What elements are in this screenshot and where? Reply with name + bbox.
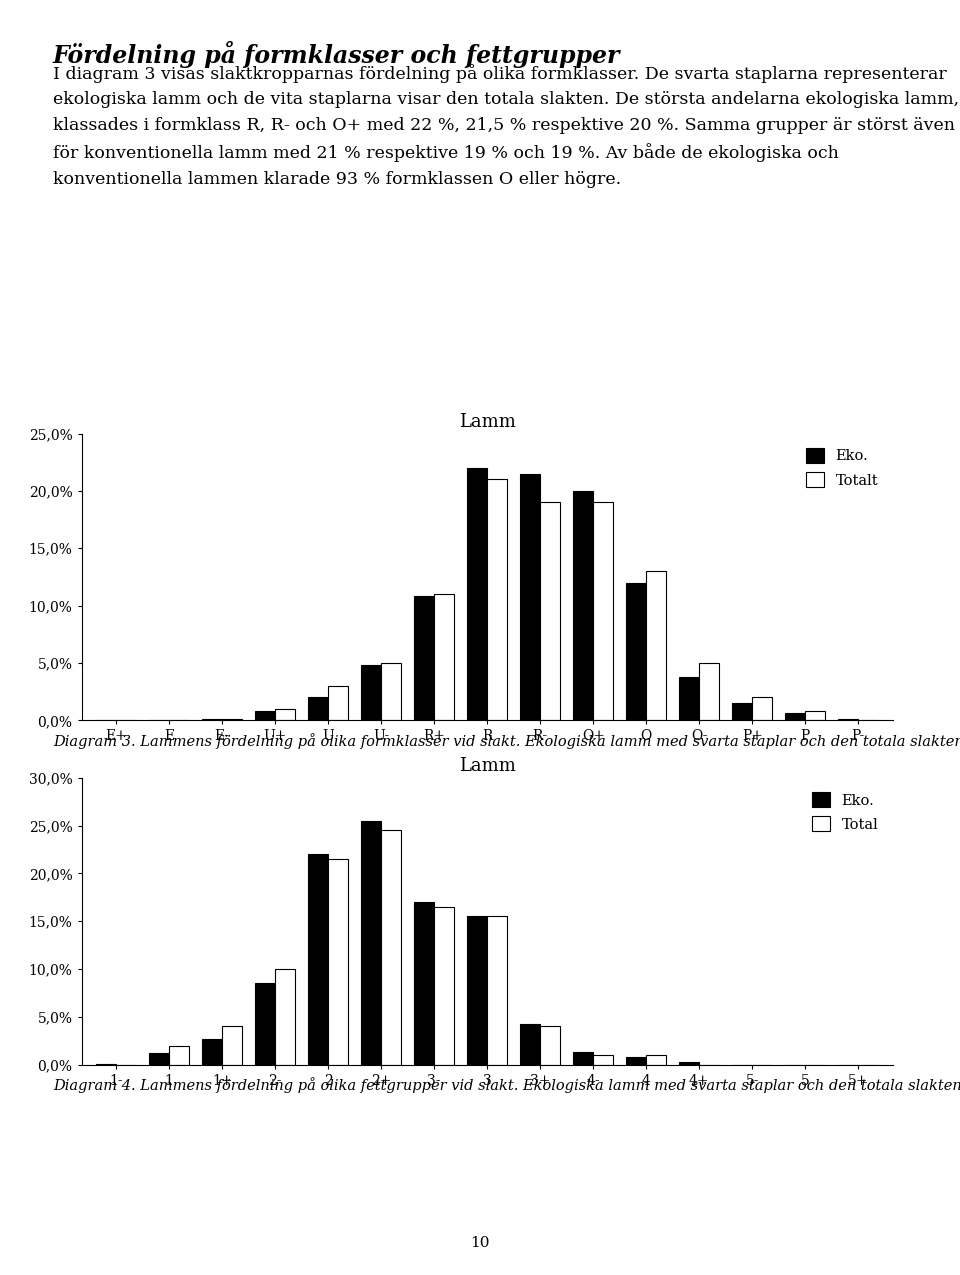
Bar (434, 594, 454, 720)
Bar (308, 697, 328, 720)
Bar (414, 903, 434, 1065)
Bar (487, 479, 507, 720)
Bar (381, 663, 401, 720)
Bar (540, 502, 561, 720)
Title: Lamm: Lamm (459, 757, 516, 775)
Bar (468, 917, 487, 1065)
Bar (255, 711, 276, 720)
Bar (414, 597, 434, 720)
Bar (679, 1062, 699, 1065)
Bar (520, 1024, 540, 1065)
Bar (255, 983, 276, 1065)
Bar (593, 1056, 613, 1065)
Bar (381, 830, 401, 1065)
Text: Diagram 4. Lammens fördelning på olika fettgrupper vid slakt. Ekologiska lamm me: Diagram 4. Lammens fördelning på olika f… (53, 1077, 960, 1093)
Bar (805, 711, 826, 720)
Bar (361, 821, 381, 1065)
Legend: Eko., Total: Eko., Total (805, 785, 885, 839)
Bar (202, 1039, 222, 1065)
Bar (626, 1057, 646, 1065)
Bar (487, 917, 507, 1065)
Bar (753, 697, 773, 720)
Bar (646, 571, 666, 720)
Bar (626, 583, 646, 720)
Legend: Eko., Totalt: Eko., Totalt (799, 441, 885, 495)
Bar (699, 663, 719, 720)
Bar (520, 474, 540, 720)
Bar (328, 859, 348, 1065)
Bar (732, 704, 753, 720)
Text: 10: 10 (470, 1237, 490, 1250)
Title: Lamm: Lamm (459, 413, 516, 431)
Bar (646, 1056, 666, 1065)
Bar (573, 491, 593, 720)
Text: Diagram 3. Lammens fördelning på olika formklasser vid slakt. Ekologiska lamm me: Diagram 3. Lammens fördelning på olika f… (53, 733, 960, 748)
Bar (434, 907, 454, 1065)
Bar (785, 714, 805, 720)
Text: Fördelning på formklasser och fettgrupper: Fördelning på formklasser och fettgruppe… (53, 41, 620, 68)
Bar (468, 468, 487, 720)
Bar (328, 686, 348, 720)
Bar (308, 854, 328, 1065)
Bar (276, 969, 296, 1065)
Bar (540, 1026, 561, 1065)
Bar (169, 1046, 189, 1065)
Bar (276, 709, 296, 720)
Bar (593, 502, 613, 720)
Bar (573, 1052, 593, 1065)
Bar (149, 1053, 169, 1065)
Bar (361, 666, 381, 720)
Bar (222, 1026, 242, 1065)
Bar (679, 677, 699, 720)
Text: I diagram 3 visas slaktkropparnas fördelning på olika formklasser. De svarta sta: I diagram 3 visas slaktkropparnas fördel… (53, 64, 959, 187)
